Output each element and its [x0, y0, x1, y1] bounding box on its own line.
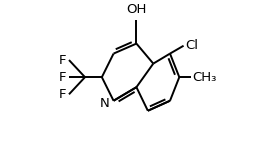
- Text: Cl: Cl: [186, 39, 199, 52]
- Text: N: N: [100, 97, 109, 110]
- Text: CH₃: CH₃: [192, 71, 217, 84]
- Text: F: F: [59, 54, 67, 66]
- Text: F: F: [59, 88, 67, 101]
- Text: OH: OH: [126, 3, 147, 16]
- Text: F: F: [59, 71, 67, 84]
